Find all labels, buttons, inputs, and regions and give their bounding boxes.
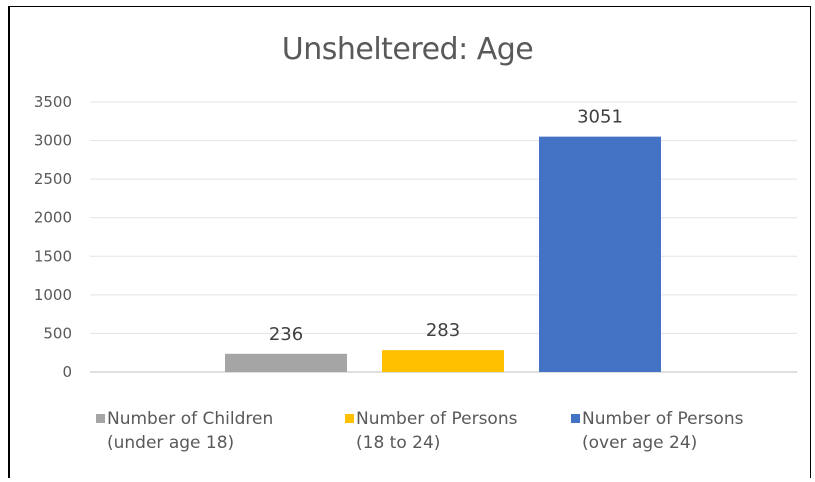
- y-tick-label: 3000: [34, 132, 72, 150]
- y-tick-label: 3500: [34, 93, 72, 111]
- legend-swatch: [345, 414, 354, 423]
- legend-label: Number of Persons: [356, 409, 518, 429]
- legend-label: (over age 24): [582, 433, 697, 453]
- legend-swatch: [571, 414, 580, 423]
- data-label: 236: [269, 324, 303, 345]
- data-label: 283: [426, 320, 460, 341]
- bar: [539, 136, 661, 372]
- legend-swatch: [96, 414, 105, 423]
- chart-frame: [8, 6, 811, 478]
- y-tick-label: 1000: [34, 286, 72, 304]
- bar: [382, 350, 504, 372]
- y-tick-label: 500: [43, 324, 72, 342]
- y-tick-label: 2000: [34, 209, 72, 227]
- legend-label: Number of Persons: [582, 409, 744, 429]
- legend-label: (18 to 24): [356, 433, 440, 453]
- chart-title: Unsheltered: Age: [281, 32, 534, 67]
- legend-label: (under age 18): [107, 433, 234, 453]
- legend-label: Number of Children: [107, 409, 273, 429]
- bar: [225, 353, 347, 372]
- y-tick-label: 1500: [34, 247, 72, 265]
- y-tick-label: 0: [62, 363, 72, 381]
- data-label: 3051: [577, 107, 623, 128]
- y-tick-label: 2500: [34, 170, 72, 188]
